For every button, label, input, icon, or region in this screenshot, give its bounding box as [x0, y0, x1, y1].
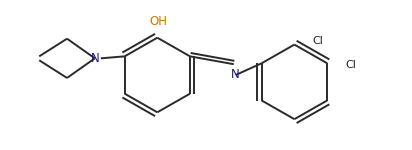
- Text: Cl: Cl: [312, 36, 323, 46]
- Text: N: N: [231, 69, 240, 81]
- Text: Cl: Cl: [345, 60, 356, 70]
- Text: OH: OH: [149, 15, 167, 28]
- Text: N: N: [91, 52, 99, 65]
